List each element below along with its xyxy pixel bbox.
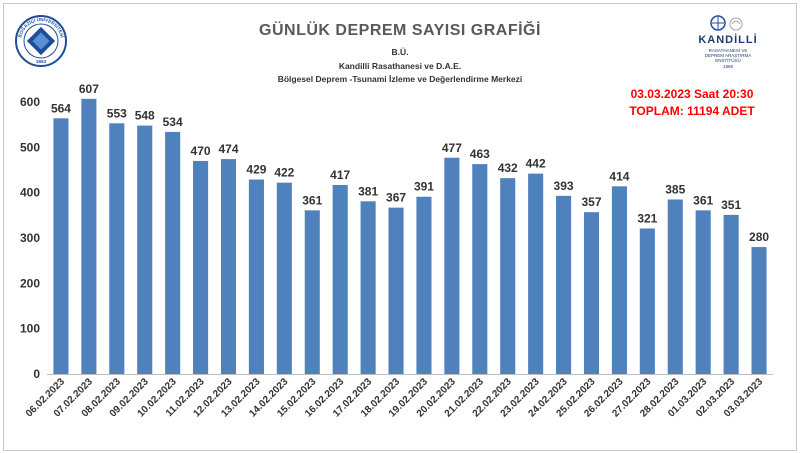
report-datetime: 03.03.2023 Saat 20:30 (630, 87, 754, 101)
y-tick-label: 600 (20, 95, 40, 109)
data-label: 357 (581, 195, 601, 209)
kandilli-year: 1868 (722, 64, 733, 69)
bar (193, 160, 209, 374)
data-label: 477 (442, 141, 462, 155)
y-tick-label: 100 (20, 322, 40, 336)
bar (304, 210, 320, 374)
data-label: 361 (302, 193, 322, 207)
center-name: Bölgesel Deprem -Tsunami İzleme ve Değer… (277, 74, 523, 84)
data-label: 442 (526, 157, 546, 171)
data-label: 417 (330, 168, 350, 182)
data-label: 381 (358, 184, 378, 198)
bar (472, 164, 488, 374)
bar (109, 123, 125, 374)
data-label: 534 (163, 115, 183, 129)
data-label: 422 (274, 166, 294, 180)
bar (165, 131, 181, 374)
bar (332, 184, 348, 374)
bar (444, 157, 460, 374)
bar (667, 199, 683, 374)
bar (528, 173, 544, 374)
bar (388, 207, 404, 374)
data-label: 432 (498, 161, 518, 175)
kandilli-observatory-logo-icon: KANDİLLİ RASATHANESİ VE DEPREM ARAŞTIRMA… (688, 14, 768, 72)
institution-name: Kandilli Rasathanesi ve D.A.E. (338, 61, 462, 71)
bar (81, 98, 97, 375)
data-label: 553 (107, 106, 127, 120)
bar (500, 178, 516, 374)
bar (220, 159, 237, 374)
bar (723, 214, 739, 374)
institution-abbrev: B.Ü. (391, 47, 409, 57)
data-label: 351 (721, 198, 741, 212)
bar (751, 247, 767, 374)
data-label: 564 (51, 101, 71, 115)
y-tick-label: 200 (20, 276, 40, 290)
data-label: 607 (79, 82, 99, 96)
data-label: 393 (554, 179, 574, 193)
data-label: 321 (637, 211, 657, 225)
bar (248, 179, 264, 374)
seal-year: 1863 (36, 59, 47, 64)
y-tick-label: 0 (33, 367, 40, 381)
kandilli-line2: DEPREM ARAŞTIRMA (704, 53, 752, 58)
bar (583, 212, 600, 374)
data-label: 470 (191, 144, 211, 158)
data-label: 367 (386, 191, 406, 205)
data-label: 463 (470, 147, 490, 161)
data-label: 361 (693, 193, 713, 207)
data-label: 474 (218, 142, 238, 156)
bogazici-university-seal-icon: BOĞAZİÇİ ÜNİVERSİTESİ 1863 (14, 14, 68, 68)
total-count: TOPLAM: 11194 ADET (629, 104, 755, 118)
bar (639, 228, 655, 374)
bar (556, 195, 572, 374)
kandilli-name: KANDİLLİ (698, 34, 758, 46)
chart-title: GÜNLÜK DEPREM SAYISI GRAFİĞİ (259, 22, 541, 39)
y-tick-label: 400 (20, 186, 40, 200)
bar (695, 210, 711, 374)
data-label: 385 (665, 182, 685, 196)
bar (360, 201, 376, 374)
bar (416, 196, 432, 374)
bar (276, 182, 292, 374)
bar (611, 186, 627, 374)
bar (137, 125, 153, 374)
y-tick-label: 300 (20, 231, 40, 245)
data-label: 414 (609, 169, 629, 183)
kandilli-line3: ENSTİTÜSÜ (715, 58, 741, 63)
data-label: 429 (246, 163, 266, 177)
data-label: 280 (749, 230, 769, 244)
kandilli-line1: RASATHANESİ VE (708, 48, 748, 53)
data-label: 391 (414, 180, 434, 194)
y-tick-label: 500 (20, 140, 40, 154)
data-label: 548 (135, 109, 155, 123)
bar (53, 118, 69, 374)
